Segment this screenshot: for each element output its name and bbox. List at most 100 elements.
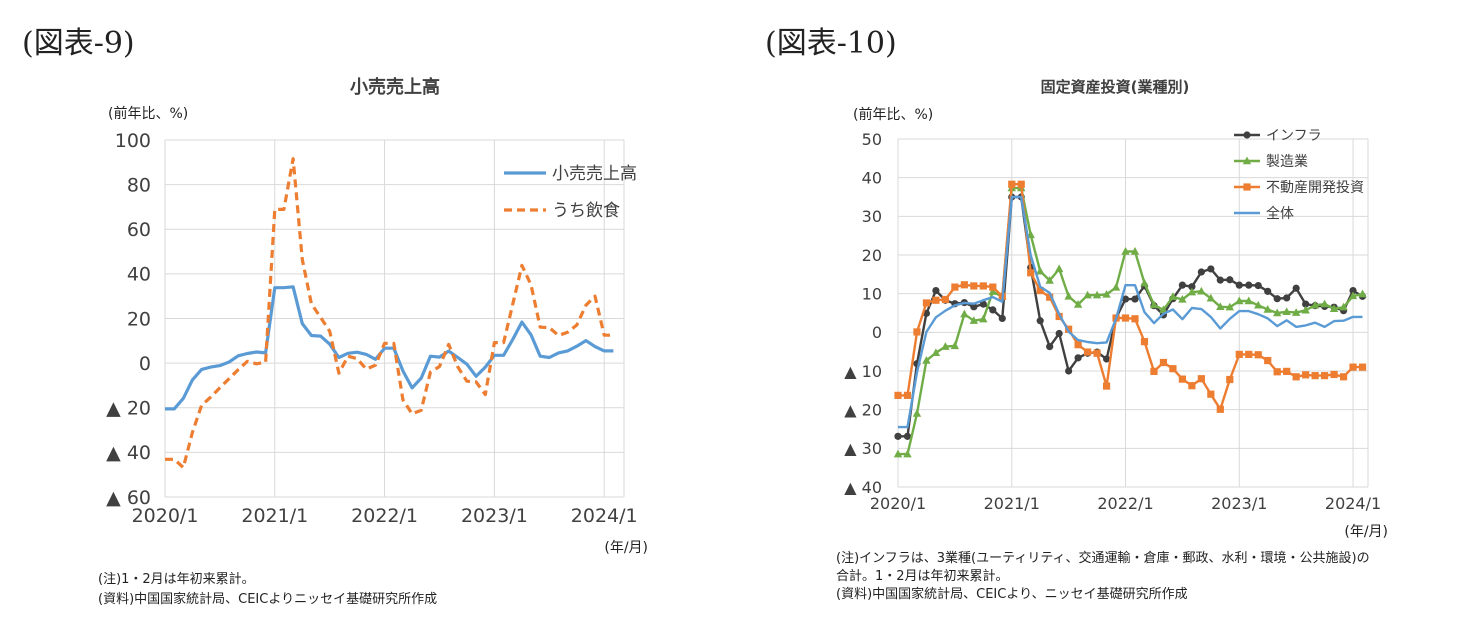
data-point — [1292, 284, 1300, 292]
legend-item: インフラ — [1234, 128, 1322, 144]
data-point — [1036, 286, 1044, 295]
data-point — [1235, 350, 1243, 358]
data-point — [1358, 289, 1367, 298]
y-tick-label: ▲ 40 — [844, 478, 882, 497]
data-point — [1273, 295, 1281, 303]
data-point — [1102, 355, 1111, 363]
figure-10-label: (図表-10) — [765, 26, 897, 61]
y-tick-label: 50 — [862, 130, 882, 149]
series-line — [898, 186, 1363, 456]
y-tick-label: 20 — [862, 246, 882, 265]
data-point — [1207, 265, 1215, 273]
data-point — [989, 283, 997, 291]
data-point — [1131, 315, 1139, 323]
data-point — [1302, 300, 1310, 308]
y-tick-label: ▲ 20 — [106, 398, 151, 420]
y-tick-label: 0 — [139, 353, 151, 375]
data-point — [1121, 247, 1130, 255]
data-point — [960, 309, 969, 318]
data-point — [1055, 329, 1063, 338]
figure-9-label: (図表-9) — [22, 26, 135, 61]
data-point — [1358, 363, 1367, 371]
data-point — [1216, 276, 1224, 284]
data-point — [1321, 372, 1329, 380]
data-point — [1348, 291, 1358, 300]
data-point — [1046, 343, 1054, 351]
data-point — [1149, 300, 1159, 309]
data-point — [1140, 278, 1149, 287]
data-point — [1188, 382, 1196, 390]
data-point — [1159, 305, 1168, 314]
data-point — [922, 356, 931, 364]
data-point — [894, 432, 902, 440]
data-point — [1130, 247, 1140, 255]
data-point — [1064, 291, 1073, 300]
y-tick-label: ▲ 20 — [844, 400, 882, 419]
data-point — [1102, 382, 1111, 390]
legend-item: 製造業 — [1234, 154, 1308, 170]
data-point — [1329, 304, 1339, 312]
y-tick-label: 40 — [127, 264, 151, 286]
legend-item: 不動産開発投資 — [1234, 180, 1364, 196]
y-tick-label: ▲ 10 — [844, 362, 882, 381]
x-tick-label: 2023/1 — [1211, 494, 1267, 513]
legend-item: 全体 — [1234, 205, 1294, 222]
data-point — [1084, 348, 1092, 356]
data-point — [1054, 264, 1064, 273]
figure-10-note-cont: 合計。1・2月は年初来累計。 — [836, 569, 1009, 584]
data-point — [1339, 373, 1348, 381]
y-tick-label: 20 — [127, 308, 151, 330]
data-point — [1045, 276, 1054, 284]
series-line — [165, 157, 614, 470]
data-point — [979, 282, 987, 290]
data-point — [1074, 341, 1082, 349]
data-point — [1310, 300, 1320, 309]
data-point — [1102, 289, 1111, 298]
data-point — [941, 295, 949, 304]
data-point — [1036, 266, 1045, 275]
x-tick-label: 2023/1 — [461, 505, 528, 527]
figure-10-source: (資料)中国国家統計局、CEICより、ニッセイ基礎研究所作成 — [836, 587, 1188, 602]
data-point — [1008, 180, 1016, 188]
figure-9-note: (注)1・2月は年初来累計。 — [98, 572, 255, 587]
data-point — [951, 283, 959, 291]
data-point — [969, 316, 979, 324]
chart-title: 小売売上高 — [350, 76, 440, 98]
data-point — [1226, 276, 1234, 284]
data-point — [893, 449, 903, 458]
legend-label: インフラ — [1266, 128, 1322, 144]
data-point — [1197, 375, 1205, 383]
data-point — [894, 391, 902, 399]
legend-label: 全体 — [1266, 205, 1294, 222]
data-point — [1254, 281, 1262, 290]
data-point — [1169, 365, 1177, 373]
y-tick-label: ▲ 60 — [106, 487, 151, 509]
data-point — [1187, 287, 1197, 296]
data-point — [1311, 372, 1319, 380]
series-4 — [898, 195, 1363, 429]
data-point — [1207, 390, 1215, 398]
data-point — [1197, 268, 1205, 276]
y-tick-label: 10 — [862, 284, 882, 303]
data-point — [1330, 370, 1338, 379]
data-point — [1235, 296, 1244, 305]
data-point — [950, 341, 960, 350]
y-tick-label: 30 — [862, 207, 882, 226]
series-2 — [165, 157, 614, 470]
data-point — [1244, 296, 1253, 305]
data-point — [903, 391, 912, 399]
data-point — [1339, 302, 1348, 311]
legend-label: 製造業 — [1266, 154, 1308, 170]
data-point — [1226, 375, 1234, 384]
data-point — [1283, 367, 1291, 375]
legend-marker — [1243, 131, 1251, 139]
data-point — [913, 328, 921, 336]
chart-title: 固定資産投資(業種別) — [1041, 78, 1190, 96]
legend-label: うち飲食 — [552, 201, 620, 221]
data-point — [1320, 299, 1329, 308]
data-point — [1349, 286, 1357, 295]
data-point — [1121, 314, 1130, 322]
data-point — [1245, 350, 1253, 358]
data-point — [1083, 290, 1092, 299]
